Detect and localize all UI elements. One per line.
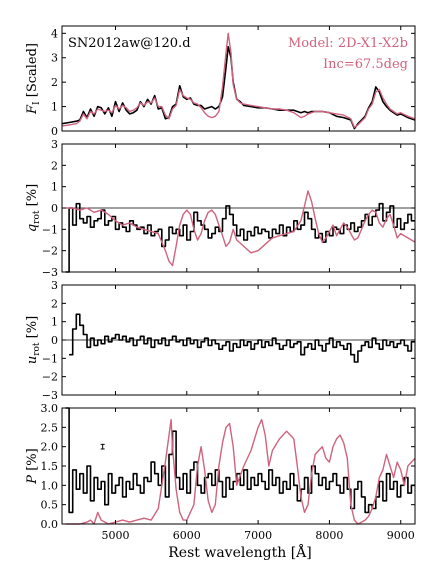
q_rot-observed-line: [65, 202, 415, 273]
u_rot-ytick-label: −3: [42, 389, 58, 402]
q_rot-ytick-label: 0: [51, 202, 58, 215]
panel-P: 0.0 0.5 1.0 1.5 2.0 2.5 3.0 5000 6000 7000 8000 900…: [25, 402, 416, 542]
q_rot-ytick-label: −2: [42, 245, 58, 258]
q_rot-ytick-label: −3: [42, 266, 58, 279]
flux-ytick-label: 2: [51, 76, 58, 89]
flux-ytick-label: 1: [51, 101, 58, 114]
inclination-label: Inc=67.5deg: [323, 57, 408, 72]
q_rot-ytick-label: 3: [51, 138, 58, 151]
x-axis-label: Rest wavelength [Å]: [168, 543, 311, 561]
xtick-label: 9000: [387, 529, 415, 542]
q_rot-ytick-label: −1: [42, 223, 58, 236]
xtick-label: 5000: [101, 529, 129, 542]
P-ytick-label: 3.0: [41, 402, 59, 415]
flux-y-axis-label: FI [Scaled]: [25, 43, 42, 115]
panel-flux: 0 1 2 3 4 FI [Scaled]: [25, 25, 416, 138]
q_rot-model-line: [65, 190, 416, 267]
panel-u_rot: −3 −2 −1 0 1 2 3 urot [%]: [25, 279, 416, 402]
u_rot-y-axis-label: urot [%]: [25, 316, 42, 364]
u_rot-ytick-label: −2: [42, 371, 58, 384]
xtick-label: 6000: [173, 529, 201, 542]
u_rot-ytick-label: 3: [51, 279, 58, 292]
xtick-label: 8000: [315, 529, 343, 542]
P-ytick-label: 2.0: [41, 441, 59, 454]
object-label: SN2012aw@120.d: [68, 36, 191, 51]
flux-ytick-label: 0: [51, 125, 58, 138]
flux-observed-line: [61, 46, 416, 130]
P-observed-line: [65, 407, 415, 514]
u_rot-ytick-label: −1: [42, 352, 58, 365]
P-model-line: [65, 418, 416, 525]
q_rot-y-axis-label: qrot [%]: [25, 184, 42, 232]
u_rot-ytick-label: 2: [51, 297, 58, 310]
P-ytick-label: 1.0: [41, 479, 59, 492]
P-y-axis-label: P [%]: [25, 448, 40, 484]
xtick-label: 7000: [244, 529, 272, 542]
flux-frame: [61, 25, 416, 132]
panels: 0 1 2 3 4 FI [Scaled] −3 −2 −1 0 1 2 3 qrot [%] −3 −2 −1…: [25, 25, 416, 542]
u_rot-ytick-label: 1: [51, 316, 58, 329]
flux-ytick-label: 4: [51, 27, 58, 40]
panel-q_rot: −3 −2 −1 0 1 2 3 qrot [%]: [25, 138, 416, 279]
flux-ytick-label: 3: [51, 52, 58, 65]
P-ytick-label: 1.5: [41, 460, 59, 473]
q_rot-ytick-label: 1: [51, 181, 58, 194]
P-ytick-label: 0.5: [41, 499, 59, 512]
u_rot-observed-line: [69, 313, 415, 363]
P-ytick-label: 2.5: [41, 421, 59, 434]
P-ytick-label: 0.0: [41, 518, 59, 531]
model-label: Model: 2D-X1-X2b: [288, 36, 408, 51]
u_rot-ytick-label: 0: [51, 334, 58, 347]
error-bar: [100, 443, 105, 450]
flux-model-line: [61, 32, 416, 128]
q_rot-ytick-label: 2: [51, 159, 58, 172]
